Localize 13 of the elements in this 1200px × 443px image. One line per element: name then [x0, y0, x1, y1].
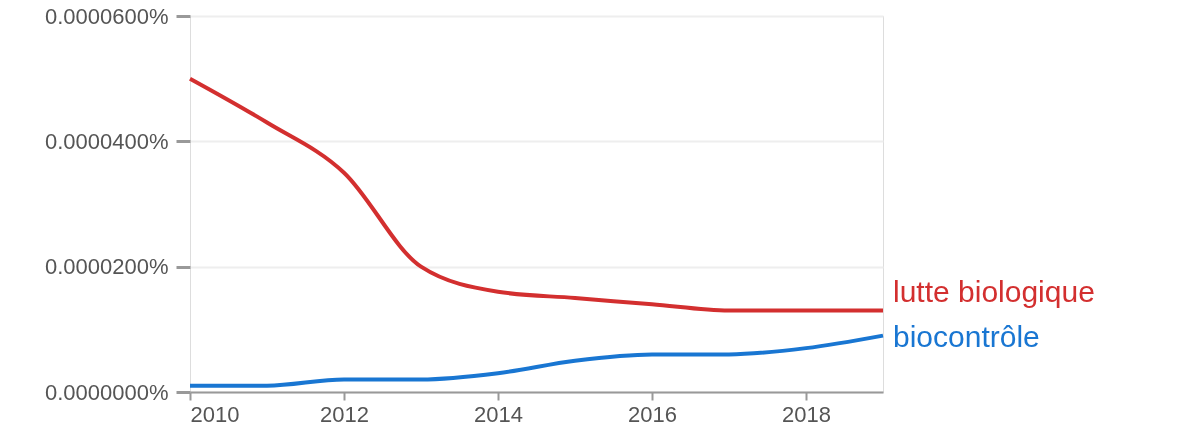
y-tick-label: 0.0000000%	[44, 379, 169, 405]
line-series	[188, 333, 885, 388]
x-tick-label: 2016	[628, 401, 677, 427]
x-tick-label: 2012	[320, 401, 369, 427]
y-tick-label: 0.0000400%	[44, 128, 169, 154]
x-tick-label: 2010	[190, 401, 240, 427]
x-tick-label: 2018	[782, 401, 831, 427]
y-tick-label: 0.0000600%	[44, 3, 169, 29]
x-tick-label: 2014	[474, 401, 523, 427]
series-label: biocontrôle	[893, 319, 1040, 353]
y-tick-label: 0.0000200%	[44, 254, 169, 280]
line-series	[188, 76, 885, 313]
series-label: lutte biologique	[893, 274, 1095, 308]
